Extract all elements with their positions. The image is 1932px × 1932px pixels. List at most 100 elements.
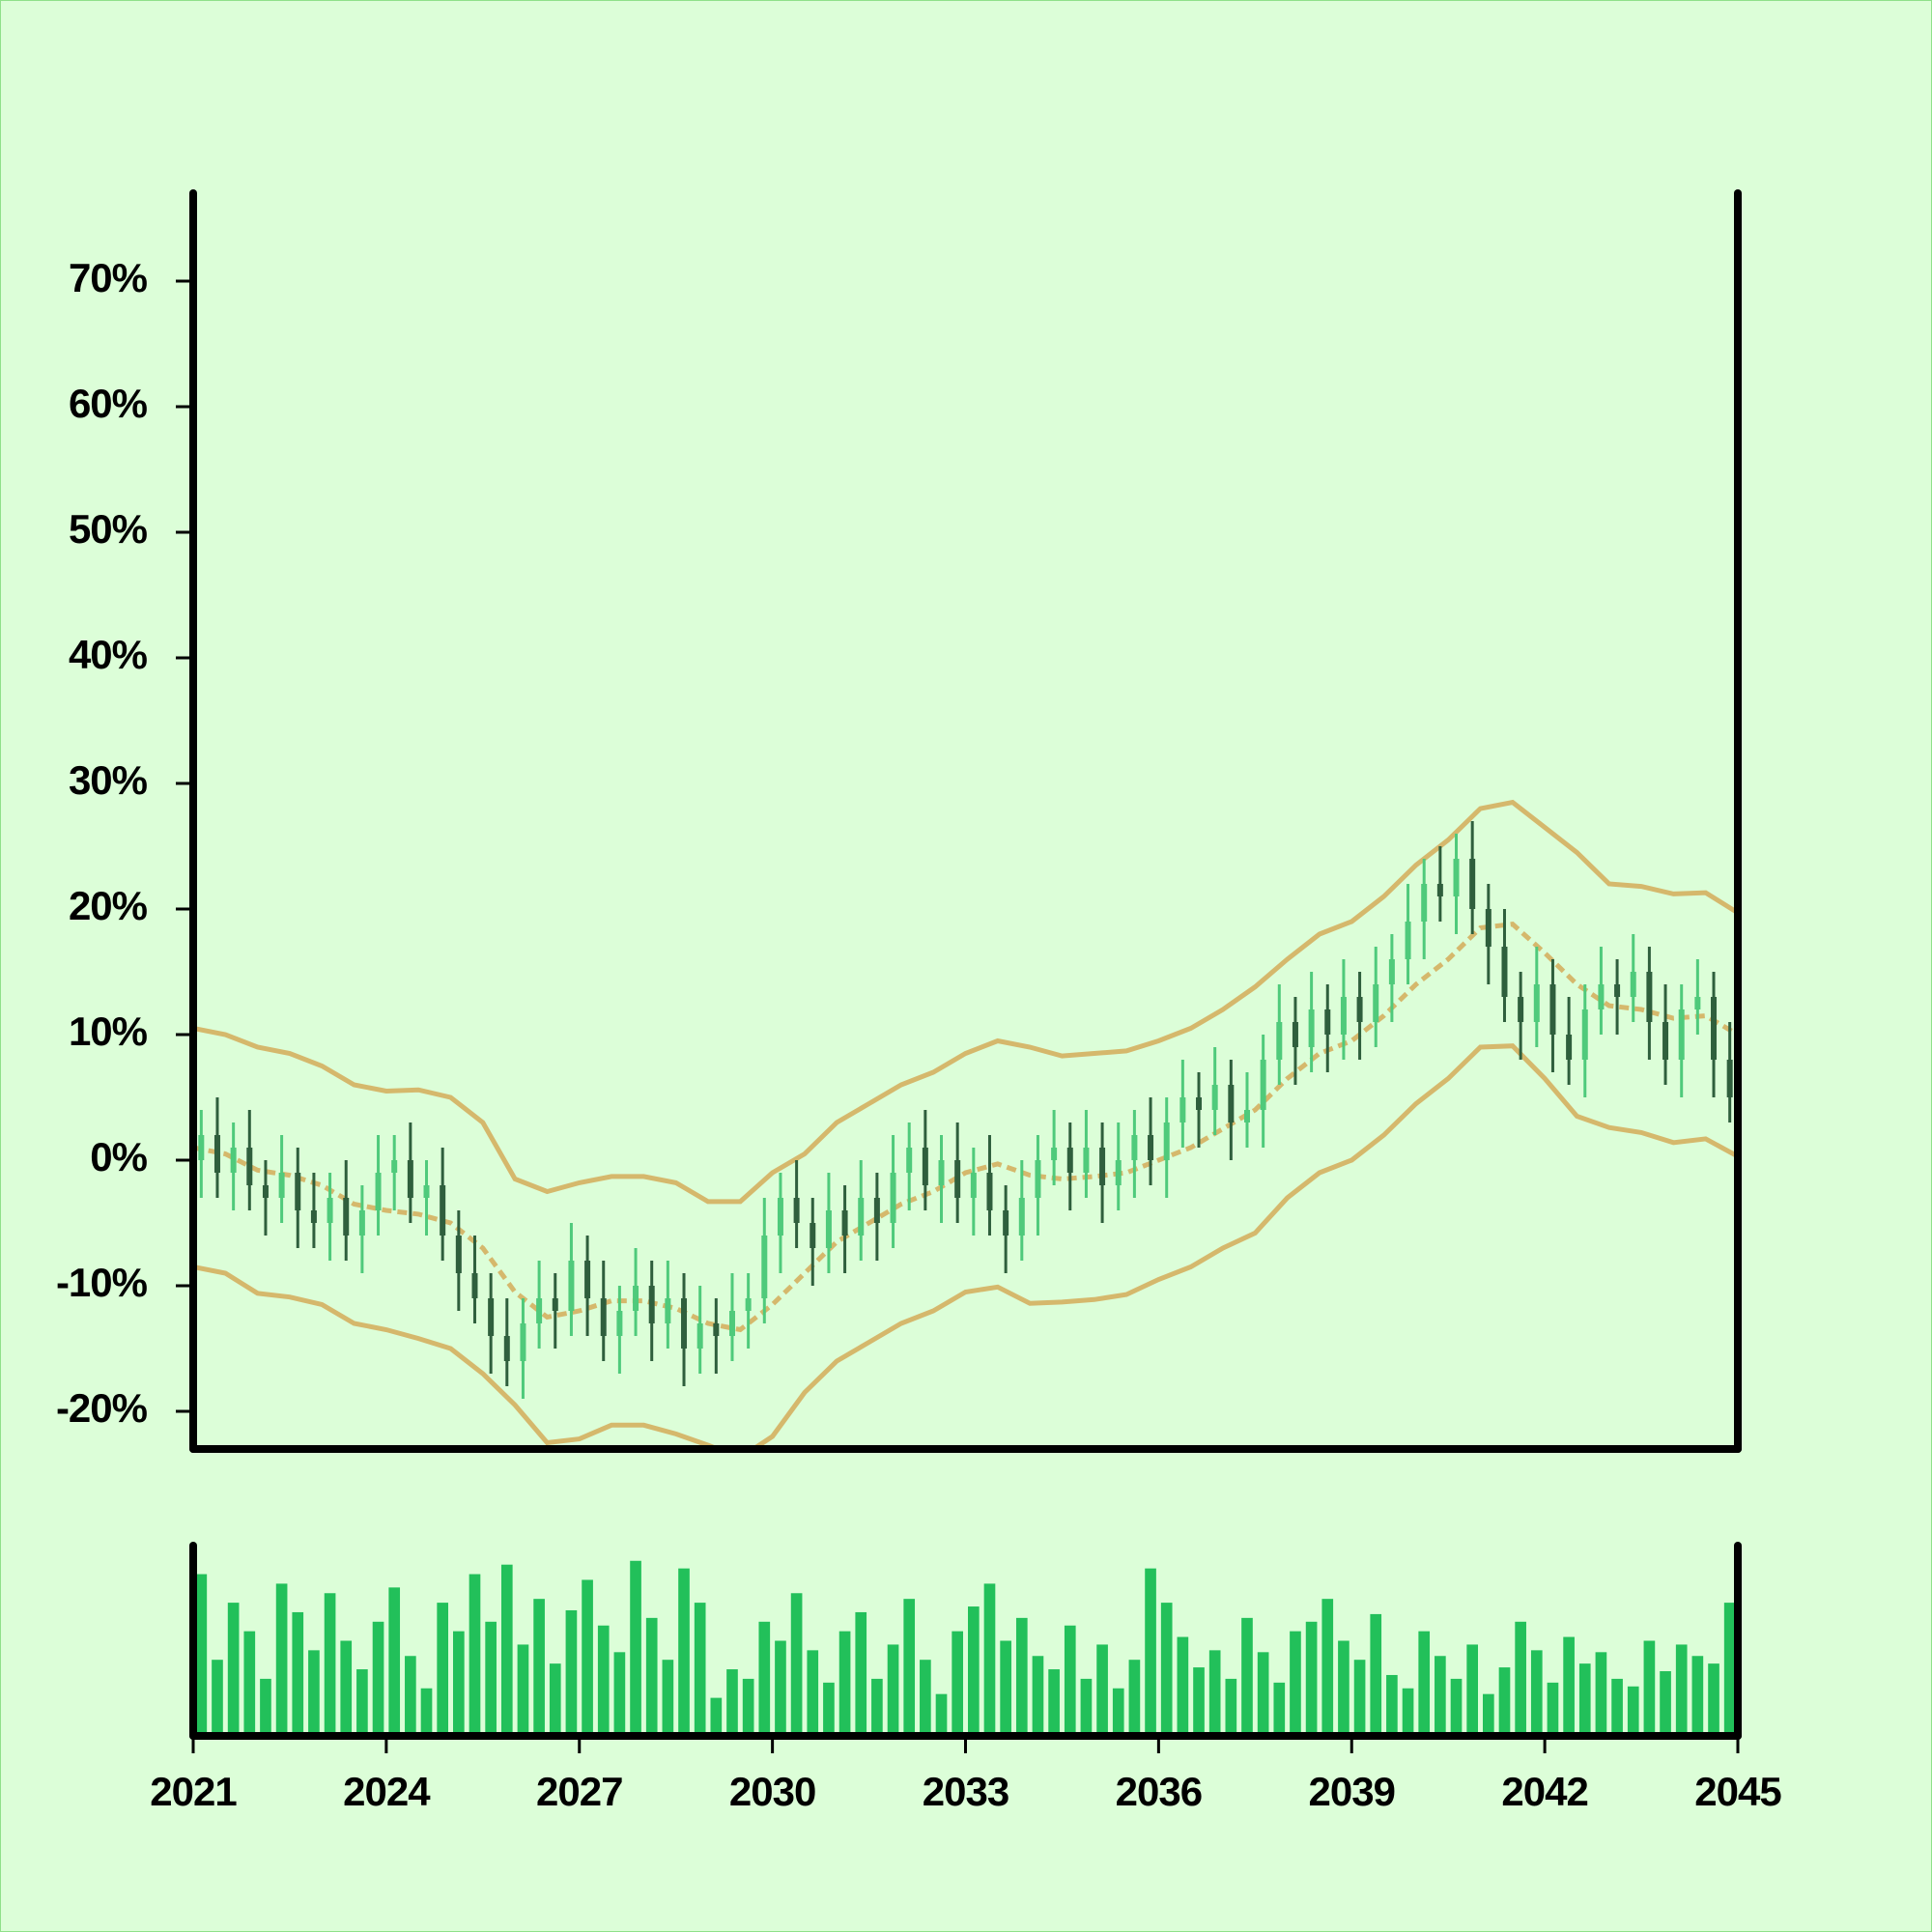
volume-bar: [292, 1611, 304, 1736]
volume-bar: [1193, 1667, 1205, 1736]
volume-bar: [437, 1603, 449, 1736]
volume-bar: [1338, 1640, 1350, 1736]
x-tick-label: 2024: [343, 1769, 431, 1814]
volume-bar: [1112, 1688, 1124, 1736]
y-tick-label: 0%: [90, 1134, 147, 1179]
volume-bar: [630, 1560, 641, 1736]
volume-bar: [1578, 1663, 1591, 1736]
volume-bar: [1096, 1644, 1108, 1736]
volume-bar: [1466, 1644, 1479, 1736]
volume-bar: [420, 1688, 433, 1736]
volume-bar: [565, 1609, 578, 1736]
volume-bar: [645, 1617, 658, 1736]
volume-bar: [1145, 1568, 1156, 1736]
volume-bar: [582, 1579, 593, 1736]
volume-bar: [452, 1631, 465, 1736]
volume-bar: [871, 1678, 883, 1736]
volume-bar: [1225, 1678, 1237, 1736]
x-tick-label: 2033: [923, 1769, 1009, 1814]
volume-bar: [1595, 1652, 1607, 1736]
volume-bar: [1435, 1656, 1446, 1736]
volume-bar: [775, 1640, 786, 1736]
volume-bar: [903, 1599, 916, 1736]
x-tick-label: 2039: [1309, 1769, 1395, 1814]
band-middle: [193, 921, 1738, 1333]
volume-bar: [1064, 1625, 1076, 1736]
volume-bar: [195, 1574, 208, 1736]
volume-bar: [469, 1574, 481, 1736]
volume-bar: [1627, 1686, 1639, 1736]
volume-bar: [1273, 1682, 1286, 1736]
volume-bar: [935, 1693, 948, 1736]
volume-bar: [356, 1669, 368, 1736]
volume-bar: [1660, 1671, 1671, 1736]
volume-bar: [243, 1631, 256, 1736]
volume-bar: [967, 1606, 980, 1736]
volume-bar: [1353, 1660, 1366, 1736]
x-tick-label: 2042: [1501, 1769, 1587, 1814]
volume-bar: [388, 1587, 401, 1736]
y-tick-label: -20%: [56, 1385, 148, 1431]
volume-bar: [920, 1660, 931, 1736]
volume-bar: [405, 1656, 416, 1736]
volume-bar: [1000, 1640, 1011, 1736]
y-tick-label: 60%: [69, 381, 148, 426]
x-tick-label: 2045: [1694, 1769, 1781, 1814]
volume-bar: [838, 1631, 851, 1736]
volume-bar: [1675, 1644, 1688, 1736]
volume-bar: [1418, 1631, 1431, 1736]
volume-bar: [324, 1593, 336, 1736]
volume-bar: [1530, 1650, 1543, 1736]
band-lower: [193, 1043, 1738, 1449]
y-tick-label: 50%: [69, 506, 148, 552]
volume-bar: [983, 1583, 996, 1736]
volume-bar: [1015, 1617, 1028, 1736]
volume-bar: [517, 1644, 529, 1736]
volume-bar: [742, 1678, 754, 1736]
volume-bar: [212, 1660, 223, 1736]
volume-bar: [887, 1644, 899, 1736]
y-tick-label: 10%: [69, 1009, 148, 1054]
volume-bar: [694, 1603, 706, 1736]
x-tick-label: 2027: [536, 1769, 622, 1814]
volume-bar: [500, 1564, 513, 1736]
y-tick-label: 40%: [69, 632, 148, 677]
x-tick-label: 2030: [729, 1769, 815, 1814]
volume-bar: [1611, 1678, 1623, 1736]
volume-bar: [549, 1663, 561, 1736]
volume-bar: [1321, 1599, 1334, 1736]
volume-bar: [1515, 1621, 1526, 1736]
y-tick-label: 70%: [69, 255, 148, 300]
volume-bar: [1305, 1621, 1318, 1736]
volume-bar: [1547, 1682, 1559, 1736]
volume-bar: [260, 1678, 271, 1736]
volume-bar: [1290, 1631, 1301, 1736]
volume-bar: [807, 1650, 819, 1736]
y-tick-label: 30%: [69, 757, 148, 803]
axes: -20% -10% 0% 10% 20% 30% 40% 50% 60% 70% 2021 2024 2…: [56, 189, 1782, 1814]
volume-bar: [1691, 1656, 1704, 1736]
volume-bar: [340, 1640, 353, 1736]
band-upper: [193, 799, 1738, 1205]
volume-bar: [855, 1611, 867, 1736]
volume-bar: [1370, 1613, 1382, 1736]
volume-bar: [1032, 1656, 1044, 1736]
volume-bar: [1128, 1660, 1141, 1736]
volume-bar: [227, 1603, 240, 1736]
volume-bar: [678, 1568, 690, 1736]
volume-plot: [195, 1560, 1736, 1736]
volume-bar: [597, 1625, 610, 1736]
x-tick-label: 2036: [1116, 1769, 1202, 1814]
volume-bar: [1402, 1688, 1414, 1736]
volume-bar: [1048, 1669, 1060, 1736]
volume-bar: [1643, 1640, 1656, 1736]
volume-bar: [1257, 1652, 1269, 1736]
volume-bar: [710, 1697, 723, 1736]
volume-bar: [613, 1652, 626, 1736]
volume-bar: [662, 1660, 674, 1736]
volume-bar: [1723, 1603, 1736, 1736]
volume-bar: [533, 1599, 545, 1736]
volume-bar: [758, 1621, 771, 1736]
